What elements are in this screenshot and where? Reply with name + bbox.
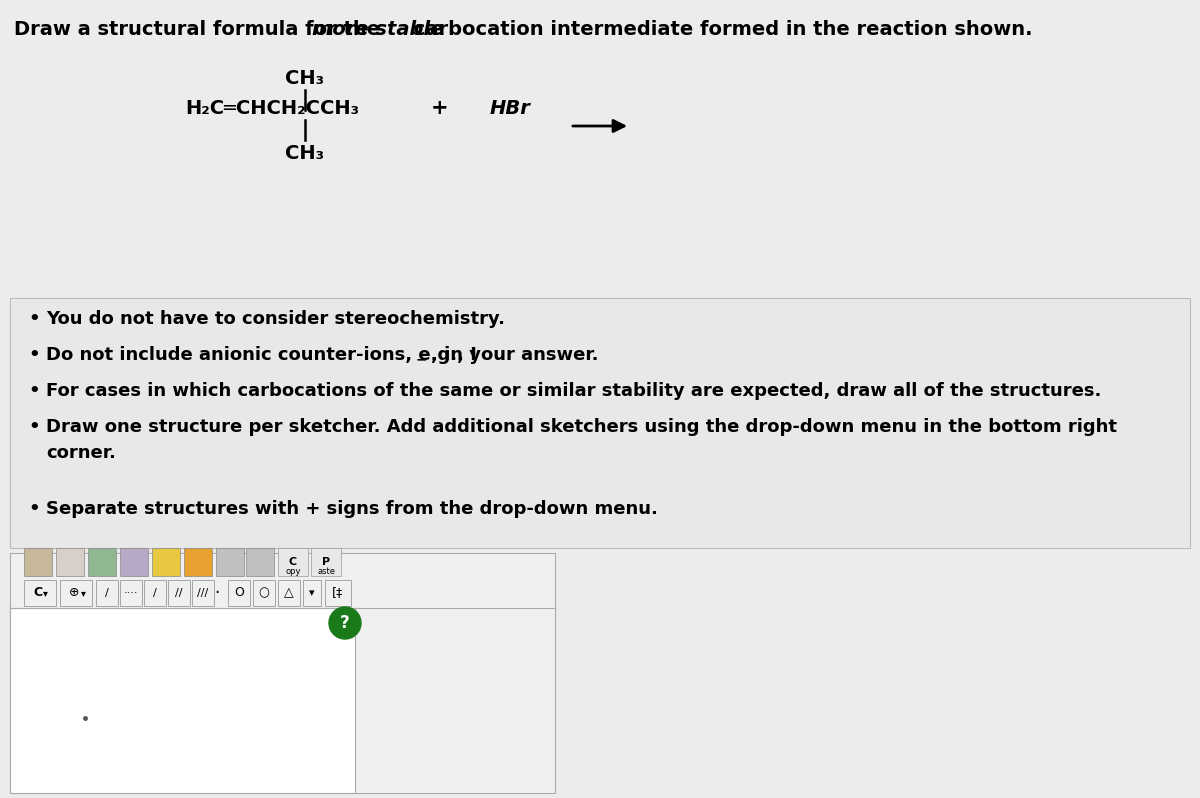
Bar: [278, 580, 300, 606]
Bar: [278, 548, 308, 576]
Text: //: //: [175, 588, 182, 598]
Text: +: +: [431, 98, 449, 118]
Text: CH₃: CH₃: [286, 69, 324, 88]
Bar: [144, 580, 166, 606]
Text: O: O: [234, 587, 244, 599]
Bar: [10, 553, 554, 793]
Text: ///: ///: [197, 588, 209, 598]
Text: •: •: [28, 500, 40, 518]
Bar: [120, 548, 148, 576]
Bar: [24, 548, 52, 576]
Bar: [302, 580, 322, 606]
Bar: [120, 580, 142, 606]
Text: [‡: [‡: [332, 587, 343, 599]
Text: ▾: ▾: [82, 588, 86, 598]
Text: You do not have to consider stereochemistry.: You do not have to consider stereochemis…: [46, 310, 505, 328]
Text: For cases in which carbocations of the same or similar stability are expected, d: For cases in which carbocations of the s…: [46, 382, 1102, 400]
Text: •: •: [28, 346, 40, 364]
Bar: [60, 580, 92, 606]
Circle shape: [329, 607, 361, 639]
Bar: [10, 608, 355, 793]
Bar: [246, 548, 274, 576]
Text: /: /: [106, 588, 109, 598]
Text: ····: ····: [124, 588, 138, 598]
Bar: [253, 580, 275, 606]
Text: ·: ·: [215, 584, 220, 602]
Bar: [88, 548, 116, 576]
Bar: [168, 580, 190, 606]
Bar: [216, 548, 244, 576]
Bar: [311, 548, 341, 576]
Text: Do not include anionic counter-ions, e.g., I: Do not include anionic counter-ions, e.g…: [46, 346, 476, 364]
Text: /: /: [154, 588, 157, 598]
Text: HBr: HBr: [490, 99, 530, 118]
Bar: [56, 548, 84, 576]
Bar: [325, 580, 352, 606]
Text: •: •: [28, 418, 40, 436]
Text: •: •: [28, 310, 40, 328]
Text: more stable: more stable: [312, 20, 443, 39]
Text: ▾: ▾: [310, 588, 314, 598]
Text: CH₃: CH₃: [286, 144, 324, 163]
Text: aste: aste: [317, 567, 335, 575]
Text: −: −: [416, 352, 427, 366]
Text: △: △: [284, 587, 294, 599]
Text: •: •: [28, 382, 40, 400]
Bar: [192, 580, 214, 606]
Bar: [96, 580, 118, 606]
Text: , in your answer.: , in your answer.: [431, 346, 599, 364]
Text: ○: ○: [258, 587, 270, 599]
Text: Separate structures with + signs from the drop-down menu.: Separate structures with + signs from th…: [46, 500, 658, 518]
Text: ⊕: ⊕: [70, 587, 79, 599]
Text: carbocation intermediate formed in the reaction shown.: carbocation intermediate formed in the r…: [407, 20, 1032, 39]
Bar: [184, 548, 212, 576]
Text: Draw one structure per sketcher. Add additional sketchers using the drop-down me: Draw one structure per sketcher. Add add…: [46, 418, 1117, 436]
Bar: [228, 580, 250, 606]
Text: opy: opy: [286, 567, 301, 575]
Text: ▾: ▾: [43, 588, 48, 598]
Text: H₂C═CHCH₂CCH₃: H₂C═CHCH₂CCH₃: [185, 99, 359, 118]
Text: C: C: [34, 587, 42, 599]
Bar: [152, 548, 180, 576]
Bar: [10, 298, 1190, 548]
Text: P: P: [322, 557, 330, 567]
Text: Draw a structural formula for the: Draw a structural formula for the: [14, 20, 386, 39]
Text: C: C: [289, 557, 298, 567]
Bar: [24, 580, 56, 606]
Text: ?: ?: [340, 614, 350, 632]
Text: corner.: corner.: [46, 444, 116, 462]
